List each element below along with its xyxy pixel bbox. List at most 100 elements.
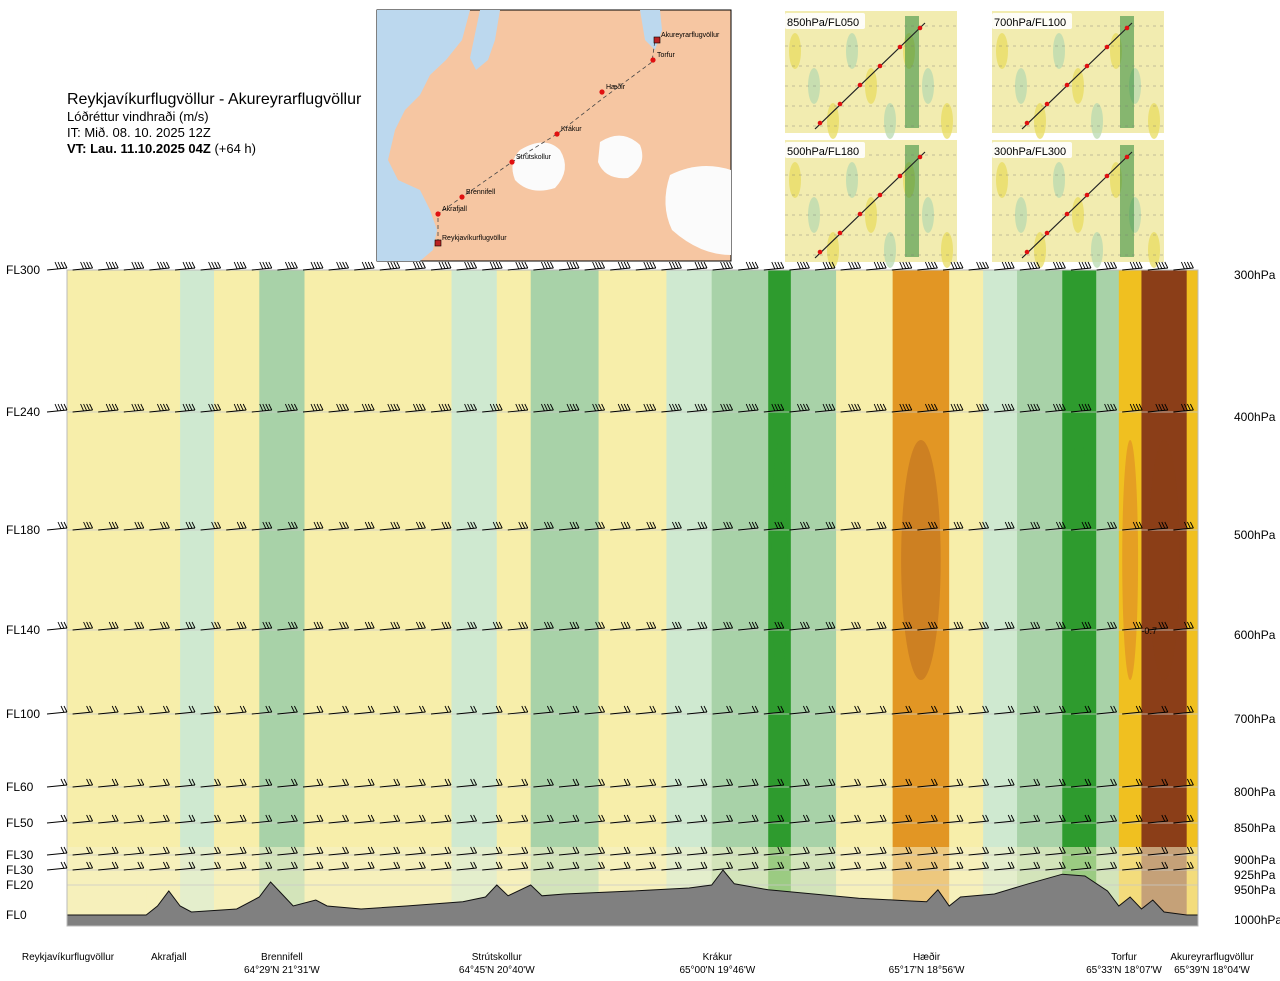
barb-flag (626, 621, 631, 629)
barb-flag (1084, 621, 1089, 629)
barb-flag (396, 621, 401, 629)
barb-flag (214, 403, 219, 411)
level-map-route-point (1024, 249, 1030, 255)
barb-flag (754, 261, 759, 269)
level-map-route-point (837, 230, 843, 236)
wind-barb (584, 521, 606, 531)
barb-flag (700, 705, 705, 713)
level-map-route-point (857, 211, 863, 217)
level-map-cell (789, 162, 801, 198)
barb-flag (473, 621, 478, 629)
wind-barb (763, 621, 785, 631)
barb-flag (566, 403, 571, 412)
wind-barb (866, 621, 887, 631)
barb-flag (1135, 261, 1140, 269)
contour-label: -0.7 (1141, 626, 1157, 636)
waypoint-name: Brennifell (261, 952, 303, 963)
barb-flag (882, 403, 887, 411)
barb-flag (137, 778, 142, 786)
barb-flag (418, 814, 423, 822)
barb-flag (470, 846, 475, 854)
barb-flag (601, 814, 606, 822)
barb-flag (652, 705, 657, 713)
barb-flag (979, 521, 984, 529)
barb-flag (1113, 814, 1118, 822)
barb-flag (319, 705, 324, 713)
flight-level-label: FL100 (6, 707, 40, 721)
barb-flag (620, 521, 625, 529)
barb-flag (1033, 261, 1038, 269)
flight-level-label: FL0 (6, 908, 27, 922)
barb-flag (1186, 778, 1191, 786)
wind-barb (302, 261, 324, 271)
barb-flag (421, 778, 426, 786)
barb-flag (1183, 621, 1188, 629)
barb-flag (1110, 814, 1115, 822)
barb-flag (137, 621, 142, 629)
barb-flag (345, 521, 350, 529)
barb-flag (799, 261, 804, 269)
wind-barb (584, 403, 606, 413)
wind-barb (1147, 814, 1169, 824)
wind-barb (354, 621, 375, 631)
barb-flag (89, 403, 94, 411)
wind-barb (149, 403, 170, 413)
level-map-route-point (877, 63, 883, 69)
barb-flag (214, 261, 219, 269)
wind-barb (456, 621, 478, 631)
barb-flag (396, 814, 401, 822)
barb-flag (799, 403, 804, 411)
wind-barb (789, 814, 810, 824)
wind-barb (174, 861, 196, 871)
barb-flag (802, 621, 807, 629)
pressure-level-label: 400hPa (1234, 410, 1276, 424)
barb-flag (1010, 621, 1015, 629)
barb-flag (293, 521, 298, 529)
waypoint-name: Hæðir (913, 951, 941, 963)
wind-barb (482, 621, 503, 631)
wind-barb (302, 846, 324, 856)
barb-flag (111, 814, 116, 822)
barb-flag (473, 861, 478, 869)
barb-flag (495, 261, 500, 269)
barb-flag (575, 861, 580, 869)
barb-flag (162, 621, 167, 629)
wind-barb (174, 621, 196, 631)
barb-flag (1061, 621, 1066, 629)
barb-flag (924, 403, 929, 412)
barb-flag (1186, 861, 1191, 869)
barb-flag (927, 403, 932, 411)
barb-flag (1110, 403, 1115, 411)
barb-flag (572, 621, 577, 629)
wind-barb (584, 705, 606, 715)
wind-barb (277, 814, 298, 824)
barb-flag (165, 261, 170, 269)
level-map-cell (941, 103, 953, 139)
wind-barb (277, 846, 298, 856)
barb-flag (217, 861, 222, 869)
barb-flag (159, 621, 164, 629)
barb-flag (1084, 846, 1089, 854)
wind-barb (354, 861, 375, 871)
barb-flag (1164, 705, 1169, 713)
barb-flag (729, 521, 734, 529)
wind-barb (1096, 705, 1118, 715)
wind-barb (942, 846, 964, 856)
barb-flag (137, 521, 142, 529)
barb-flag (540, 261, 545, 270)
barb-flag (1158, 621, 1163, 629)
barb-flag (316, 621, 321, 629)
barb-flag (1113, 861, 1118, 869)
wind-barb (814, 705, 836, 715)
barb-flag (319, 621, 324, 629)
barb-flag (1110, 846, 1115, 854)
barb-flag (674, 261, 679, 269)
wind-barb (98, 621, 119, 631)
barb-flag (268, 705, 273, 713)
route-point-marker (459, 194, 465, 200)
barb-flag (601, 846, 606, 854)
barb-flag (882, 778, 887, 786)
barb-flag (601, 521, 606, 529)
barb-flag (857, 778, 862, 786)
barb-flag (950, 403, 955, 412)
